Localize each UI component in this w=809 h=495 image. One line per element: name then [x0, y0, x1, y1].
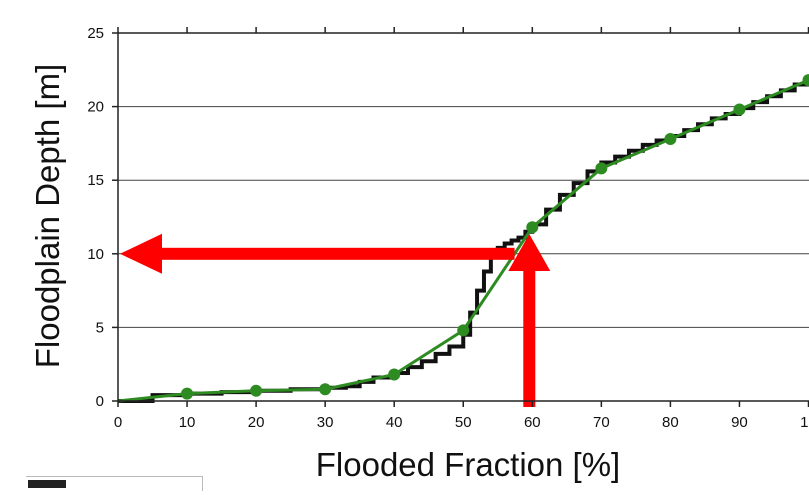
green-series-marker: [388, 368, 401, 381]
y-tick-label: 20: [87, 99, 104, 116]
arrow-left-head: [120, 233, 162, 274]
arrow-up-head: [508, 234, 551, 272]
y-tick-label: 15: [87, 172, 104, 189]
x-tick-label: 20: [248, 414, 265, 431]
green-series-marker: [181, 387, 194, 400]
green-series: [117, 74, 809, 403]
y-tick-label: 5: [96, 319, 104, 336]
step-series-line: [118, 78, 809, 403]
x-tick-label: 70: [593, 414, 610, 431]
x-tick-label: 90: [731, 414, 748, 431]
x-tick-label: 40: [386, 414, 403, 431]
x-tick-label: 80: [662, 414, 679, 431]
x-tick-label: 60: [524, 414, 541, 431]
x-tick-label: 0: [114, 414, 122, 431]
gridlines: [118, 106, 809, 328]
cropped-legend-swatch: [28, 480, 66, 488]
cropped-legend-fragment: [26, 476, 203, 491]
green-series-marker: [250, 384, 263, 397]
x-axis-title: Flooded Fraction [%]: [316, 446, 620, 483]
arrow-left-shaft: [161, 247, 515, 260]
y-tick-label: 0: [96, 393, 104, 410]
green-series-marker: [526, 221, 539, 234]
green-series-marker: [457, 324, 470, 337]
green-series-marker: [319, 383, 332, 396]
y-tick-label: 10: [87, 246, 104, 263]
x-tick-label: 10: [179, 414, 196, 431]
arrow-up-shaft: [523, 270, 536, 407]
green-series-marker: [664, 132, 677, 145]
step-series: [118, 78, 809, 403]
green-series-marker: [733, 103, 746, 116]
x-tick-label: 50: [455, 414, 472, 431]
plot-frame: [112, 27, 809, 407]
green-series-marker: [802, 74, 809, 87]
green-series-marker: [595, 162, 608, 175]
x-tick-label: 30: [317, 414, 334, 431]
annotation-arrows: [120, 233, 551, 407]
y-axis-title: Floodplain Depth [m]: [29, 64, 66, 369]
x-tick-label: 10: [800, 414, 809, 431]
green-series-line: [117, 78, 809, 403]
y-tick-label: 25: [87, 25, 104, 42]
tick-labels: 0102030405060708090100510152025: [87, 25, 809, 431]
